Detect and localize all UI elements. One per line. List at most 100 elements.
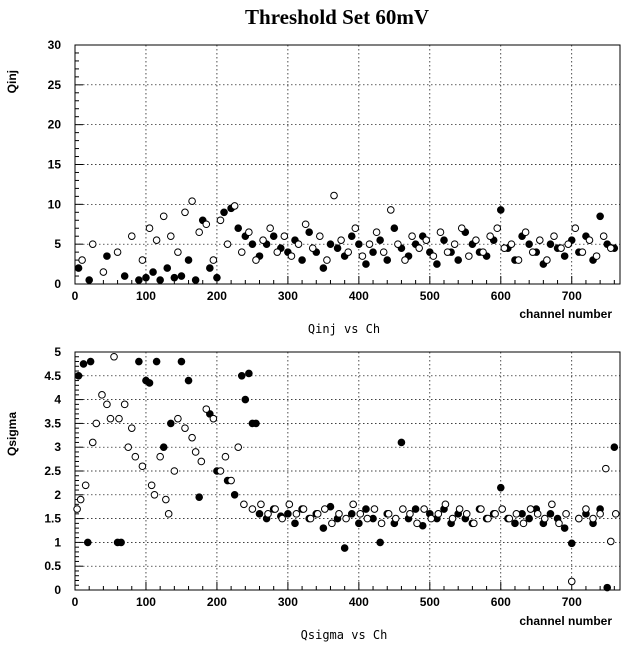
open-point [181,208,189,217]
open-point [248,505,257,513]
open-point [306,514,315,523]
filled-point [269,232,278,240]
open-point [308,244,317,252]
x-tick-label: 0 [72,289,79,303]
open-point [500,244,509,252]
filled-point [390,224,399,233]
open-point [606,244,615,252]
x-tick-label: 200 [207,289,227,303]
filled-point [603,583,612,592]
open-point [259,236,267,244]
open-point [115,414,123,423]
open-point [252,256,260,264]
open-point [399,505,407,513]
open-point [358,252,367,260]
filled-point [195,493,203,501]
open-point [216,467,225,475]
filled-point [496,483,505,492]
open-point [328,519,336,528]
filled-point [347,510,356,518]
filled-point [117,538,125,547]
open-point [582,505,590,513]
filled-point [248,240,257,248]
open-point [386,206,395,214]
open-point [401,256,409,264]
open-point [103,400,111,409]
open-point [571,224,580,233]
open-point [164,510,173,518]
filled-point [340,544,349,552]
open-point [280,232,289,240]
filled-point [120,272,129,280]
open-point [299,505,308,513]
open-point [278,514,287,523]
open-point [585,236,594,244]
open-point [429,252,438,260]
y-tick-label: 0 [54,277,61,291]
open-point [150,491,159,499]
filled-point [156,276,164,284]
x-tick-label: 500 [420,289,440,303]
qsigma-x-axis-label: channel number [519,614,612,628]
open-point [181,424,189,432]
filled-point [255,510,264,518]
open-point [223,240,232,248]
open-point [592,252,601,260]
filled-point [411,505,420,513]
y-tick-label: 5 [54,345,61,359]
open-point [479,248,487,256]
open-point [514,256,523,264]
open-point [202,220,211,229]
open-point [209,256,218,264]
filled-point [511,519,519,528]
filled-point [83,538,92,547]
open-point [209,414,218,423]
open-point [99,268,108,276]
filled-point [245,369,253,378]
open-point [356,510,365,518]
filled-point [362,260,370,268]
qsigma-ticks: 0 100 200 300 400 500 600 700 0 0.5 1 1.5 2 2.5 3 3.5 4 4… [44,345,615,609]
filled-point [376,538,384,547]
open-point [73,505,81,513]
open-point [564,240,572,248]
open-point [443,248,452,256]
open-point [188,433,196,442]
open-point [422,236,431,244]
filled-point [184,256,193,264]
filled-point [135,357,143,366]
open-point [457,224,466,233]
open-point [88,438,97,447]
open-point [335,510,343,518]
filled-point [525,514,533,523]
filled-point [319,264,328,272]
y-tick-label: 2.5 [44,464,61,478]
filled-point [184,376,193,385]
qsigma-y-axis-label: Qsigma [5,412,19,456]
open-point [543,256,551,264]
filled-point [440,236,448,244]
open-point [124,443,133,452]
open-point [138,462,147,471]
filled-point [362,505,370,513]
filled-point [177,272,186,280]
open-point [342,514,350,523]
open-point [540,514,549,523]
open-point [320,505,329,513]
open-point [237,248,246,256]
y-tick-label: 10 [48,197,62,211]
x-tick-label: 300 [278,595,298,609]
open-point [477,505,485,513]
open-point [152,236,161,244]
y-tick-label: 1.5 [44,512,61,526]
open-point [589,514,597,523]
filled-point [85,276,93,284]
filled-point [191,276,200,284]
open-point [606,537,615,546]
open-point [313,510,322,518]
qinj-panel: Qinj channel number Qinj vs Ch 0 100 200 30… [5,38,621,336]
open-point [379,248,388,256]
open-point [548,500,556,509]
y-tick-label: 0.5 [44,559,61,573]
filled-point [383,256,392,264]
